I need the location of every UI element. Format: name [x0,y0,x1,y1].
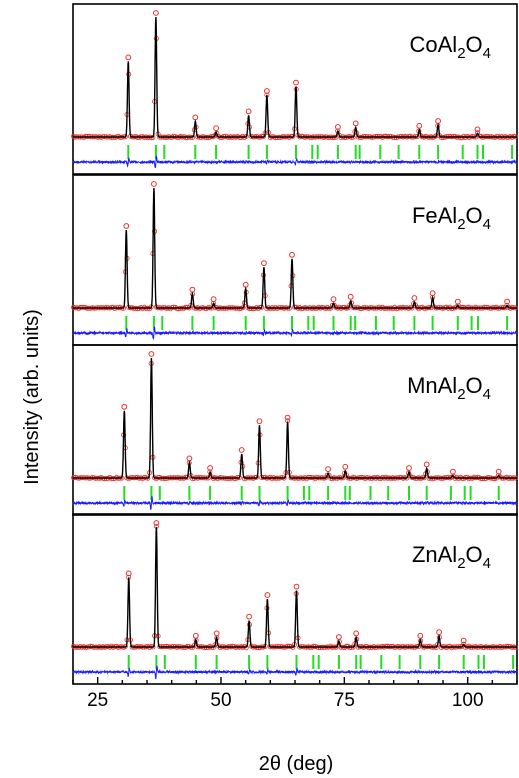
panel-2: MnAl2O4 [71,344,519,516]
observed-peak-point [153,10,159,16]
observed-peak-point [474,126,481,133]
panel-3: ZnAl2O4 [71,513,519,685]
x-axis: 25 50 75 100 [72,677,518,711]
observed-peak-point [330,296,337,303]
observed-peak-point [450,468,456,475]
observed-peak-point [264,592,271,598]
observed-peak-point [186,455,193,462]
observed-peak-point [284,414,291,421]
calculated-line [73,357,517,479]
observed-peak-point [347,293,354,300]
x-axis-label: 2θ (deg) [259,753,334,775]
observed-peak-point [213,630,220,637]
observed-peak-point [325,466,332,473]
observed-peak-point [246,613,253,620]
panel-label: CoAl2O4 [410,32,492,62]
panel-label: FeAl2O4 [412,203,491,233]
observed-peak-point [411,295,418,301]
observed-peak-point [335,124,341,130]
panels-group: CoAl2O4 FeAl2O4 MnAl2O4 ZnAl2O4 [71,3,519,685]
y-axis-label: Intensity (arb. units) [21,309,43,485]
observed-peak-point [293,583,300,590]
panel-frame [72,344,518,516]
observed-peak-point [416,122,423,129]
observed-peak-point [242,281,249,288]
panel-label: ZnAl2O4 [412,542,491,572]
calculated-line [73,16,517,138]
observed-series [71,181,519,312]
observed-peak-point [125,570,132,577]
difference-line [72,326,518,341]
calculated-line [73,526,517,648]
observed-peak-point [123,223,130,229]
x-tick-label: 50 [210,690,231,711]
bragg-markers [127,145,514,159]
difference-line [72,495,518,510]
difference-line [72,665,518,680]
observed-peak-point [151,181,157,187]
bragg-markers [123,486,500,500]
observed-peak-point [436,629,443,636]
observed-peak-point [454,298,461,305]
observed-peak-point [293,79,299,86]
observed-peak-point [238,447,245,453]
x-tick-label: 100 [452,690,484,711]
panel-frame [72,174,518,346]
observed-peak-point [429,290,436,297]
observed-peak-point [504,298,511,305]
observed-peak-point [423,461,430,468]
observed-peak-point [245,108,252,115]
observed-peak-point [406,465,412,471]
observed-peak-point [460,637,467,644]
observed-peak-point [192,114,199,121]
difference-line [72,155,518,169]
observed-peak-point [207,465,214,471]
panel-label: MnAl2O4 [407,373,491,403]
panel-1: FeAl2O4 [71,174,519,346]
observed-peak-point [336,634,342,640]
observed-peak-point [153,520,160,526]
panel-frame [72,3,518,175]
observed-peak-point [192,632,199,639]
observed-peak-point [342,463,349,470]
observed-peak-point [256,418,263,425]
observed-peak-point [289,251,295,258]
panel-frame [72,513,518,685]
observed-peak-point [353,630,360,637]
bragg-markers [125,316,509,330]
observed-peak-point [435,118,442,124]
bragg-markers [127,655,515,669]
observed-series [71,351,519,482]
x-tick-label: 25 [87,690,108,711]
panel-0: CoAl2O4 [71,3,519,175]
observed-peak-point [189,286,196,293]
observed-peak-point [148,351,155,357]
observed-peak-point [213,125,220,132]
observed-peak-point [210,296,217,303]
observed-point [253,474,259,480]
observed-peak-point [125,54,132,61]
x-tick-label: 75 [334,690,355,711]
observed-peak-point [495,468,502,475]
observed-peak-point [417,632,424,639]
observed-peak-point [261,260,267,267]
calculated-line [73,187,517,309]
observed-peak-point [352,120,359,127]
observed-peak-point [121,403,128,410]
observed-peak-point [264,88,270,94]
